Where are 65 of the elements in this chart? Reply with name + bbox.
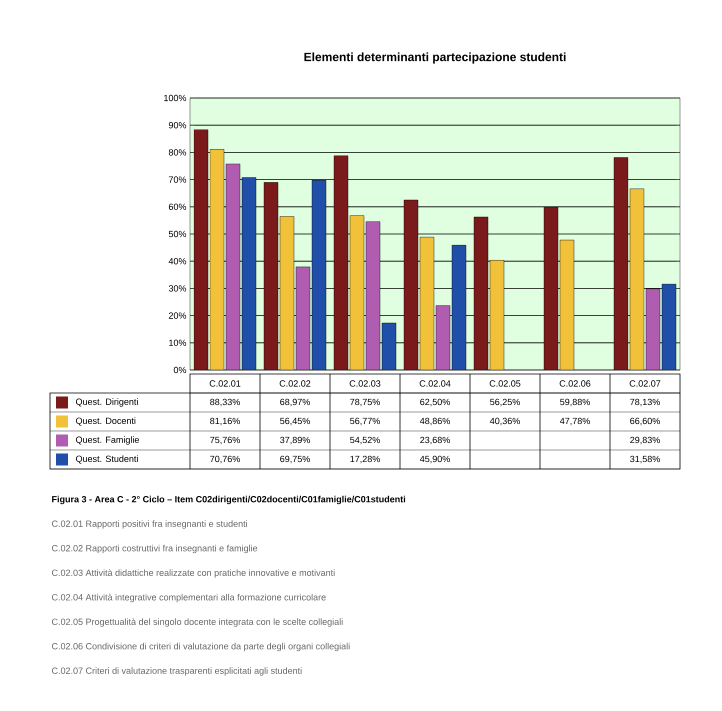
bar — [296, 266, 310, 370]
x-tick-label: C.02.04 — [420, 380, 450, 387]
data-label: 75,76% — [210, 436, 240, 444]
data-label: 59,88% — [560, 398, 590, 406]
data-label: 78,75% — [350, 398, 380, 406]
text: C.02.06 Condivisione di criteri di valutazione da parte degli organi collegiali — [52, 642, 350, 652]
x-tick-label: C.02.03 — [350, 380, 380, 387]
x-tick-label: C.02.02 — [280, 380, 310, 387]
legend-label: Quest. Studenti — [76, 455, 138, 464]
data-label: 31,58% — [630, 456, 660, 464]
text: C.02.02 Rapporti costruttivi fra insegnanti e famiglie — [52, 544, 258, 554]
bar — [646, 288, 660, 370]
data-label: 48,86% — [420, 418, 450, 426]
text: C.02.07 Criteri di valutazione trasparenti esplicitati agli studenti — [52, 667, 302, 676]
legend-label: Quest. Dirigenti — [76, 398, 138, 407]
text: Figura 3 - Area C - 2° Ciclo – Item C02dirigenti/C02docenti/C01famiglie/C01studenti — [52, 496, 406, 504]
data-label: 66,60% — [630, 418, 660, 426]
data-label: 56,25% — [490, 398, 520, 406]
x-tick-label: C.02.05 — [490, 380, 520, 387]
x-tick-label: C.02.06 — [560, 380, 590, 387]
data-label: 45,90% — [420, 456, 450, 464]
data-label: 23,68% — [420, 436, 450, 444]
bar — [662, 284, 676, 370]
y-tick-label: 50% — [168, 230, 186, 238]
data-label: 54,52% — [350, 436, 380, 444]
data-label: 40,36% — [490, 418, 520, 426]
data-label: 29,83% — [630, 436, 660, 444]
text: C.02.03 Attività didattiche realizzate con pratiche innovative e motivanti — [52, 569, 335, 578]
data-label: 68,97% — [280, 398, 310, 406]
chart-title: Elementi determinanti partecipazione studenti — [304, 52, 566, 64]
bar — [436, 305, 450, 370]
data-label: 56,45% — [280, 418, 310, 426]
text: C.02.05 Progettualità del singolo docente integrata con le scelte collegiali — [52, 618, 343, 627]
y-tick-label: 70% — [168, 176, 186, 183]
bar — [242, 177, 256, 370]
y-tick-label: 90% — [168, 122, 186, 128]
data-label: 56,77% — [350, 418, 380, 426]
data-label: 88,33% — [210, 398, 240, 406]
x-tick-label: C.02.07 — [630, 380, 660, 387]
data-label: 17,28% — [350, 456, 380, 464]
y-tick-label: 100% — [164, 94, 186, 102]
y-tick-label: 80% — [168, 149, 186, 156]
data-label: 81,16% — [210, 418, 240, 426]
data-label: 37,89% — [280, 436, 310, 444]
bar — [312, 180, 326, 370]
y-tick-label: 60% — [168, 204, 186, 210]
data-label: 78,13% — [630, 398, 660, 406]
y-tick-label: 40% — [168, 258, 186, 264]
y-tick-label: 30% — [168, 285, 186, 292]
y-tick-label: 0% — [174, 366, 186, 374]
bar — [366, 222, 380, 370]
data-label: 62,50% — [420, 398, 450, 406]
data-label: 69,75% — [280, 456, 310, 464]
y-tick-label: 20% — [168, 312, 186, 319]
text: C.02.01 Rapporti positivi fra insegnanti e studenti — [52, 520, 248, 529]
legend-label: Quest. Docenti — [76, 417, 136, 426]
bar — [452, 244, 466, 370]
y-tick-label: 10% — [169, 340, 186, 346]
bar — [382, 322, 396, 370]
bar — [226, 164, 240, 370]
legend-label: Quest. Famiglie — [76, 436, 139, 445]
x-tick-label: C.02.01 — [210, 380, 240, 387]
data-label: 70,76% — [210, 456, 240, 464]
text: C.02.04 Attività integrative complementari alla formazione curricolare — [52, 594, 326, 602]
data-label: 47,78% — [560, 418, 590, 426]
